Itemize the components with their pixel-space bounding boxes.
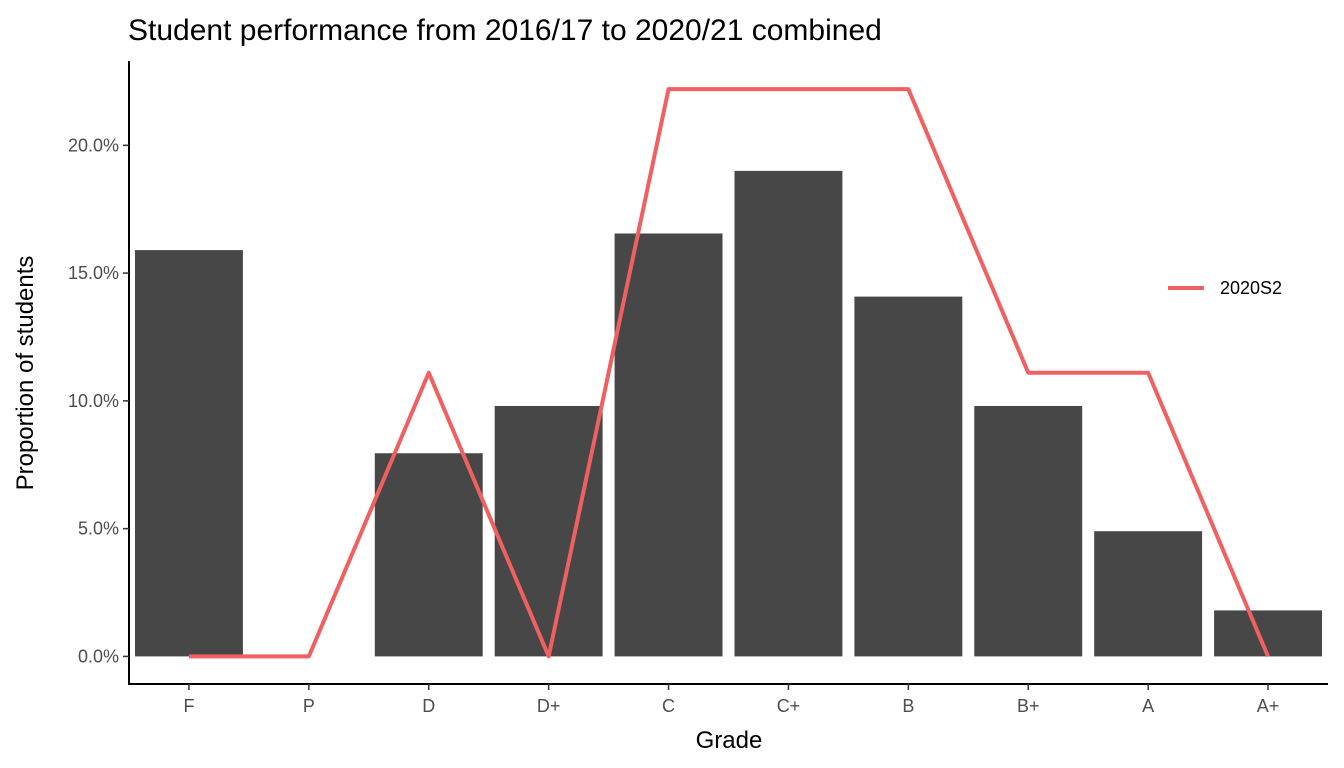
bars-layer	[134, 170, 1323, 657]
bar-B+	[974, 405, 1083, 657]
x-tick-label: C	[662, 696, 675, 716]
ticks-layer: 0.0% 5.0% 10.0% 15.0% 20.0% F P D D+ C C+ B B+ A A+	[68, 135, 1279, 716]
x-tick-label: C+	[777, 696, 801, 716]
bar-A	[1094, 531, 1203, 657]
x-tick-label: B+	[1017, 696, 1040, 716]
x-tick-label: D+	[537, 696, 561, 716]
bar-D+	[494, 405, 603, 657]
axes-layer	[128, 61, 1328, 685]
x-tick-label: F	[183, 696, 194, 716]
x-tick-label: A+	[1257, 696, 1280, 716]
y-tick-label: 20.0%	[68, 135, 119, 155]
legend: 2020S2	[1168, 278, 1282, 298]
bar-C+	[734, 170, 843, 657]
bar-D	[374, 453, 483, 657]
bar-A+	[1214, 610, 1323, 657]
x-tick-label: P	[303, 696, 315, 716]
y-tick-label: 0.0%	[78, 646, 119, 666]
y-tick-label: 5.0%	[78, 519, 119, 539]
y-axis-title: Proportion of students	[12, 256, 39, 491]
y-tick-label: 10.0%	[68, 391, 119, 411]
line-layer	[188, 87, 1270, 659]
bar-F	[134, 250, 243, 657]
bar-B	[854, 296, 963, 657]
chart-title: Student performance from 2016/17 to 2020…	[128, 14, 882, 47]
bar-C	[614, 233, 723, 657]
x-tick-label: D	[422, 696, 435, 716]
x-axis-title: Grade	[696, 727, 763, 754]
x-tick-label: B	[902, 696, 914, 716]
series-line-0	[188, 87, 1270, 659]
legend-label-0: 2020S2	[1220, 278, 1282, 298]
y-tick-label: 15.0%	[68, 263, 119, 283]
x-tick-label: A	[1142, 696, 1154, 716]
